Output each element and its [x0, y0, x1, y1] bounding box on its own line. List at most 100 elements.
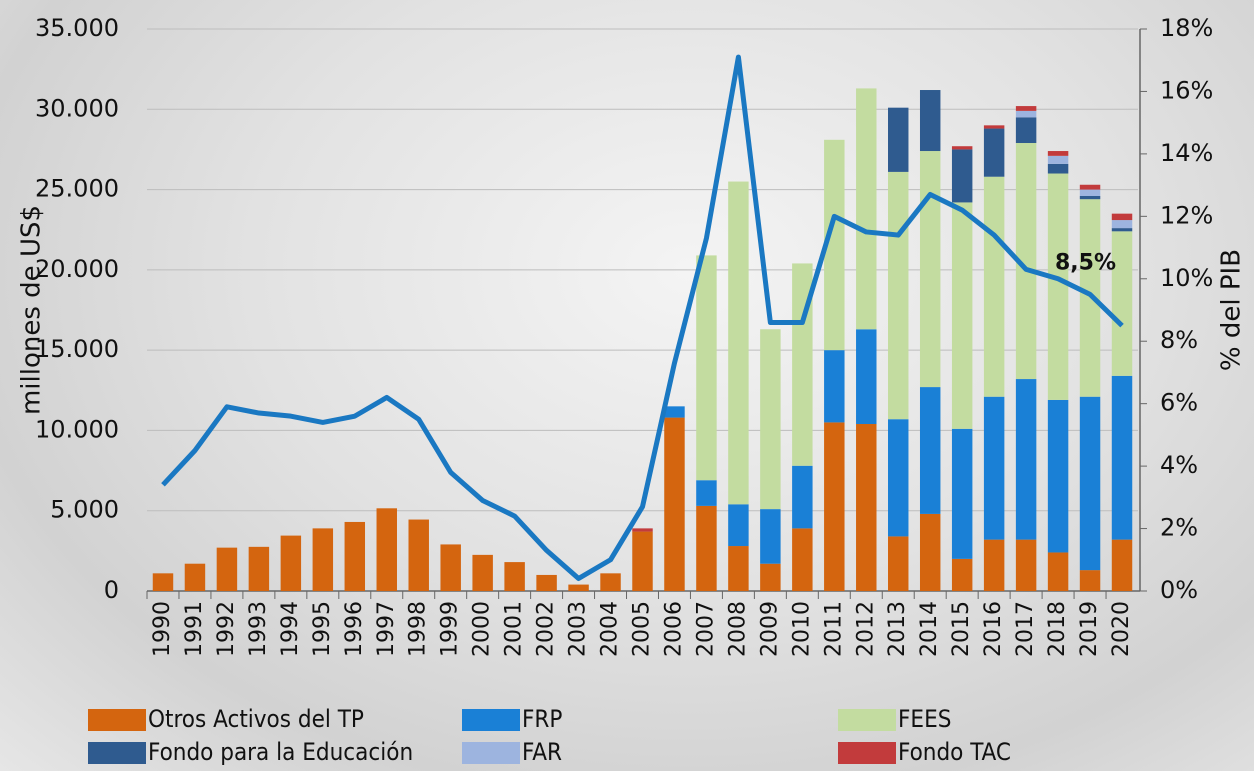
x-tick-label: 1992	[214, 601, 239, 657]
bar-segment	[1080, 397, 1100, 570]
bar-segment	[984, 177, 1004, 397]
bar-segment	[504, 562, 524, 591]
bar-segment	[1048, 151, 1068, 156]
bar-segment	[664, 418, 684, 591]
bar-segment	[1080, 185, 1100, 190]
value-label: 8,5%	[1055, 251, 1116, 276]
x-tick-label: 2004	[598, 601, 623, 657]
x-tick-label: 1995	[310, 601, 335, 657]
legend-swatch	[88, 709, 146, 731]
bar-segment	[1112, 220, 1132, 228]
bar-segment	[952, 429, 972, 559]
bar-segment	[1080, 570, 1100, 591]
bar-segment	[536, 575, 556, 591]
y-tick-label: 20.000	[35, 255, 119, 283]
bar-segment	[856, 329, 876, 424]
bar-segment	[920, 514, 940, 591]
bar-segment	[888, 419, 908, 536]
bar-segment	[888, 536, 908, 591]
bar-segment	[281, 536, 301, 591]
x-tick-label: 1999	[438, 601, 463, 657]
legend-label: FAR	[522, 738, 562, 766]
bar-segment	[888, 108, 908, 172]
x-tick-label: 2013	[885, 601, 910, 657]
y2-axis-title: % del PIB	[1217, 249, 1247, 371]
y2-tick-label: 18%	[1160, 14, 1213, 42]
bar-segment	[920, 90, 940, 151]
bar-segment	[249, 547, 269, 591]
bar-segment	[664, 406, 684, 417]
bar-segment	[696, 255, 716, 480]
x-tick-label: 2008	[725, 601, 750, 657]
legend-swatch	[838, 742, 896, 764]
x-tick-label: 1991	[182, 601, 207, 657]
bar-segment	[217, 548, 237, 591]
x-tick-label: 2020	[1109, 601, 1134, 657]
bar-segment	[856, 88, 876, 329]
bar-segment	[1016, 540, 1036, 591]
y-tick-label: 10.000	[35, 415, 119, 443]
y-tick-label: 15.000	[35, 335, 119, 363]
bar-segment	[984, 129, 1004, 177]
y2-tick-label: 12%	[1160, 201, 1213, 229]
bar-segment	[1048, 400, 1068, 553]
bar-segment	[984, 125, 1004, 128]
bar-segment	[792, 466, 812, 529]
x-tick-label: 2006	[661, 601, 686, 657]
legend-label: Otros Activos del TP	[148, 705, 364, 733]
legend-swatch	[88, 742, 146, 764]
x-tick-label: 2010	[789, 601, 814, 657]
x-tick-label: 2007	[693, 601, 718, 657]
bar-segment	[1016, 379, 1036, 540]
bar-segment	[345, 522, 365, 591]
bar-segment	[377, 508, 397, 591]
bar-segment	[1048, 156, 1068, 164]
bar-segment	[760, 329, 780, 509]
y-tick-label: 25.000	[35, 175, 119, 203]
line	[163, 57, 1122, 578]
y2-tick-label: 14%	[1160, 139, 1213, 167]
bar-segment	[696, 506, 716, 591]
y2-tick-label: 10%	[1160, 264, 1213, 292]
legend-label: FRP	[522, 705, 562, 733]
bar-segment	[952, 149, 972, 202]
x-tick-label: 2017	[1013, 601, 1038, 657]
page: {"chart_data":{"type":"bar","x_label":"m…	[0, 0, 1254, 771]
x-tick-label: 1994	[278, 601, 303, 657]
bar-segment	[952, 202, 972, 428]
bar-segment	[440, 544, 460, 591]
legend-swatch	[462, 709, 520, 731]
legend-swatch	[838, 709, 896, 731]
bar-segment	[153, 573, 173, 591]
x-tick-label: 2018	[1045, 601, 1070, 657]
bar-segment	[824, 350, 844, 422]
x-tick-label: 2019	[1077, 601, 1102, 657]
bar-segment	[1112, 376, 1132, 540]
y-tick-label: 5.000	[50, 496, 119, 524]
x-tick-label: 2012	[853, 601, 878, 657]
legend-label: Fondo para la Educación	[148, 738, 413, 766]
bar-segment	[824, 422, 844, 591]
y-tick-label: 35.000	[35, 14, 119, 42]
bar-segment	[792, 528, 812, 591]
bar-segment	[1048, 552, 1068, 591]
y-tick-label: 0	[104, 576, 119, 604]
bar-segment	[632, 532, 652, 591]
bar-segment	[856, 424, 876, 591]
x-tick-label: 2000	[470, 601, 495, 657]
bar-segment	[728, 182, 748, 505]
legend-swatch	[462, 742, 520, 764]
y2-tick-label: 0%	[1160, 576, 1198, 604]
bar-segment	[920, 387, 940, 514]
bar-segment	[760, 509, 780, 564]
bar-segment	[696, 480, 716, 506]
bar-segment	[1080, 196, 1100, 199]
bar-segment	[920, 151, 940, 387]
x-tick-label: 1997	[374, 601, 399, 657]
bar-segment	[984, 540, 1004, 591]
y2-tick-label: 8%	[1160, 326, 1198, 354]
bar-segment	[984, 397, 1004, 540]
x-tick-label: 1993	[246, 601, 271, 657]
bar-segment	[1112, 540, 1132, 591]
bar-segment	[888, 172, 908, 419]
